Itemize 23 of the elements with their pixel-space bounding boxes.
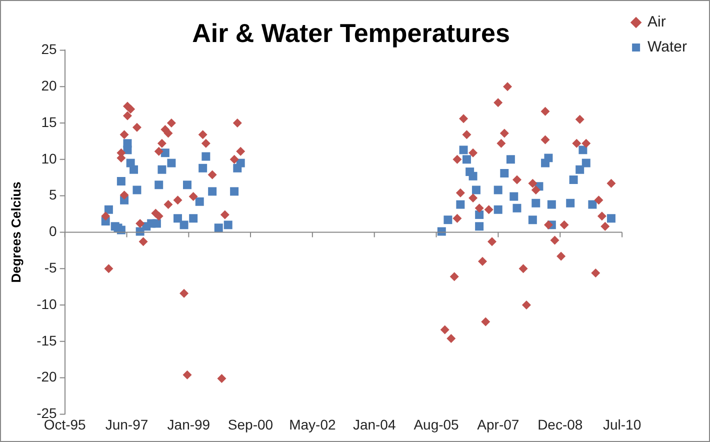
x-tick-label: Dec-08: [538, 416, 583, 432]
y-tick-label: 20: [41, 77, 58, 94]
y-tick-label: -15: [36, 332, 58, 348]
x-tick-label: Jun-97: [105, 416, 148, 432]
x-tick-label: Jul-10: [602, 416, 642, 432]
x-tick-label: May-02: [289, 416, 336, 432]
x-tick-label: Sep-00: [228, 416, 274, 432]
legend-label: Air: [648, 14, 666, 31]
x-tick-label: Aug-05: [414, 416, 460, 432]
y-tick-label: 10: [41, 150, 58, 166]
y-tick-label: 0: [49, 223, 58, 240]
y-tick-label: -10: [36, 296, 58, 312]
x-tick-label: Apr-07: [477, 416, 520, 432]
x-tick-label: Jan-99: [167, 416, 210, 432]
y-tick-label: -20: [36, 368, 58, 385]
legend-label: Water: [648, 38, 688, 56]
y-tick-label: 5: [49, 186, 58, 203]
chart-title: Air & Water Temperatures: [192, 18, 510, 48]
y-axis-title: Degrees Celcius: [8, 182, 24, 283]
y-tick-label: 15: [41, 114, 58, 130]
y-tick-label: -5: [44, 259, 58, 276]
y-tick-label: 25: [41, 41, 58, 58]
x-tick-label: Jan-04: [352, 416, 396, 432]
